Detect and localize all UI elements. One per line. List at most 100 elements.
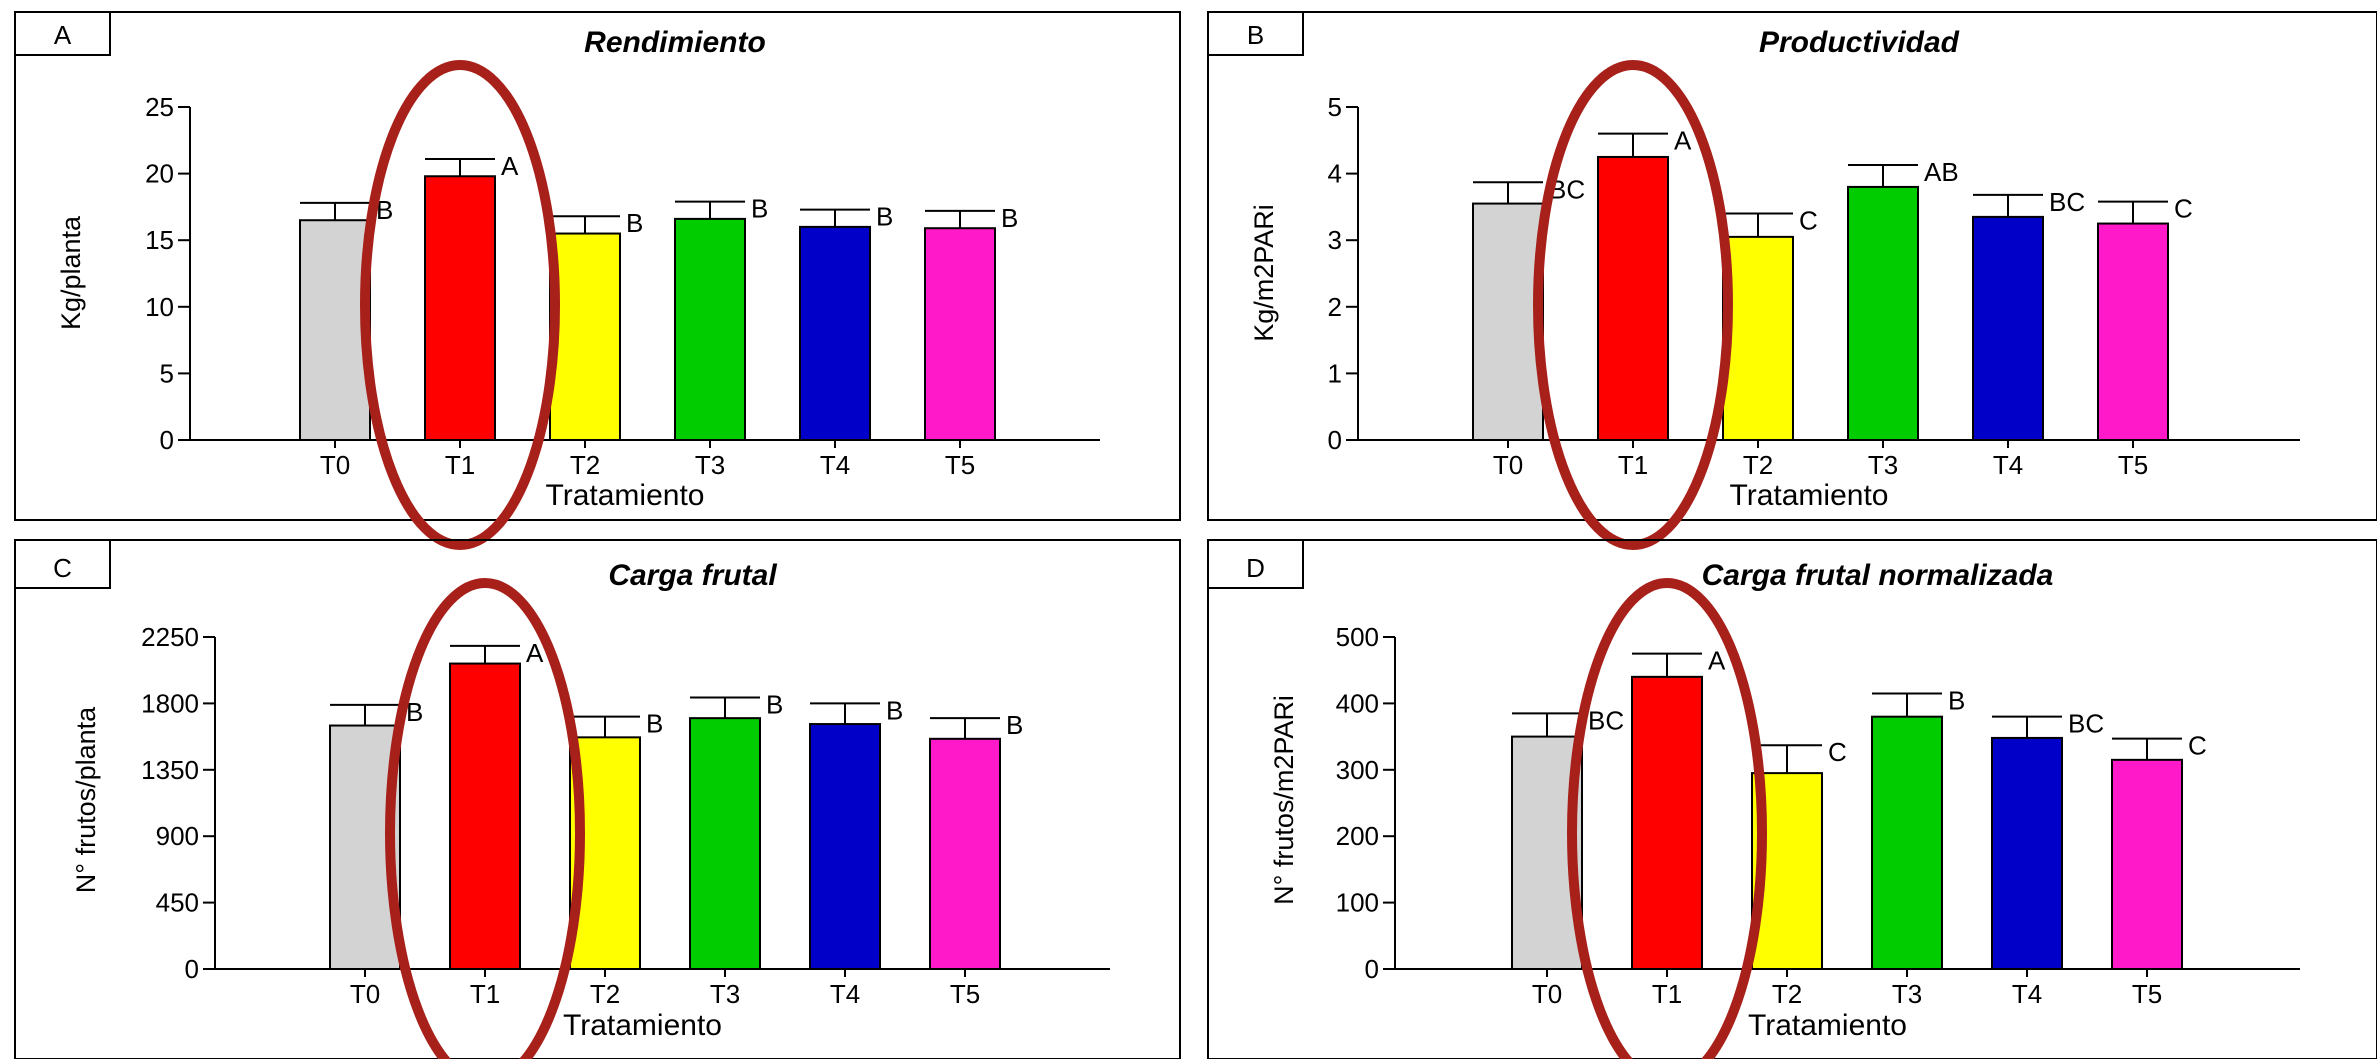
x-tick-label: T2 bbox=[1772, 979, 1802, 1009]
y-tick-label: 400 bbox=[1336, 688, 1379, 718]
x-tick-label: T0 bbox=[320, 450, 350, 480]
highlight-oval bbox=[385, 578, 585, 1059]
significance-letter: C bbox=[1799, 206, 1818, 236]
panel-label-box bbox=[14, 539, 111, 589]
significance-letter: C bbox=[2188, 731, 2207, 761]
bar-t2 bbox=[1722, 235, 1794, 441]
x-tick-label: T3 bbox=[1868, 450, 1898, 480]
significance-letter: B bbox=[766, 689, 783, 719]
y-axis-label: N° frutos/planta bbox=[71, 706, 101, 893]
x-tick-label: T5 bbox=[2118, 450, 2148, 480]
bar-t4 bbox=[1972, 215, 2044, 441]
y-tick-label: 1 bbox=[1328, 358, 1342, 388]
significance-letter: BC bbox=[2068, 709, 2104, 739]
chart-title: Carga frutal bbox=[608, 559, 777, 592]
x-axis-label: Tratamiento bbox=[546, 479, 705, 512]
y-tick-label: 2250 bbox=[141, 622, 199, 652]
bar-t3 bbox=[674, 217, 746, 441]
x-tick-label: T0 bbox=[350, 979, 380, 1009]
significance-letter: BC bbox=[2049, 187, 2085, 217]
chart-panel-b: B Productividad012345BCT0AT1CT2ABT3BCT4CT… bbox=[1207, 11, 2377, 550]
significance-letter: B bbox=[1948, 685, 1965, 715]
x-tick-label: T0 bbox=[1532, 979, 1562, 1009]
significance-letter: A bbox=[501, 151, 519, 181]
y-tick-label: 4 bbox=[1328, 159, 1342, 189]
y-axis-label: N° frutos/m2PARi bbox=[1269, 695, 1299, 905]
chart-panel-d: D Carga frutal normalizada 0 100 200 300 400 50… bbox=[1207, 539, 2377, 1059]
panel-label: B bbox=[1247, 20, 1264, 50]
highlight-oval bbox=[360, 60, 560, 550]
chart-panel-c: C Carga frutal 0 450 900 1350 1800 2250 B T0 A T1 B T… bbox=[14, 539, 1181, 1059]
y-tick-label: 300 bbox=[1336, 755, 1379, 785]
highlight-oval bbox=[1533, 60, 1733, 550]
bar-t4 bbox=[799, 225, 871, 441]
y-tick-label: 0 bbox=[160, 425, 174, 455]
x-axis-label: Tratamiento bbox=[563, 1009, 722, 1042]
bar-t0 bbox=[299, 219, 371, 441]
chart-panel-a: A Rendimiento 0 5 10 15 20 25 B T0 A T1 B T2 B T3 B T4 B T5… bbox=[14, 11, 1181, 550]
y-axis-label: Kg/m2PARi bbox=[1249, 204, 1279, 342]
significance-letter: B bbox=[406, 697, 423, 727]
y-tick-label: 450 bbox=[156, 888, 199, 918]
chart-title: Carga frutal normalizada bbox=[1702, 559, 2054, 592]
y-tick-label: 5 bbox=[160, 358, 174, 388]
x-tick-label: T1 bbox=[445, 450, 475, 480]
y-tick-label: 200 bbox=[1336, 821, 1379, 851]
y-tick-label: 15 bbox=[145, 225, 174, 255]
significance-letter: B bbox=[1006, 710, 1023, 740]
x-tick-label: T4 bbox=[2012, 979, 2042, 1009]
bar-t3 bbox=[1847, 185, 1919, 441]
significance-letter: B bbox=[751, 194, 768, 224]
chart-title: Rendimiento bbox=[584, 26, 766, 59]
bar-t3 bbox=[1871, 715, 1943, 970]
x-tick-label: T4 bbox=[1993, 450, 2023, 480]
significance-letter: B bbox=[886, 695, 903, 725]
panel-label: A bbox=[54, 20, 72, 50]
bar-t5 bbox=[2097, 222, 2169, 441]
significance-letter: B bbox=[626, 208, 643, 238]
y-tick-label: 5 bbox=[1328, 92, 1342, 122]
y-tick-label: 1350 bbox=[141, 755, 199, 785]
panel-frame bbox=[1207, 539, 2377, 1059]
x-tick-label: T5 bbox=[2132, 979, 2162, 1009]
significance-letter: C bbox=[1828, 737, 1847, 767]
bar-t1 bbox=[424, 175, 496, 441]
y-tick-label: 20 bbox=[145, 159, 174, 189]
bar-t4 bbox=[1991, 736, 2063, 970]
bar-t1 bbox=[449, 662, 521, 970]
significance-letter: C bbox=[2174, 194, 2193, 224]
bar-t0 bbox=[1472, 202, 1544, 441]
x-tick-label: T0 bbox=[1493, 450, 1523, 480]
significance-letter: B bbox=[646, 709, 663, 739]
bar-t1 bbox=[1631, 675, 1703, 971]
significance-letter: A bbox=[1674, 126, 1692, 156]
bar-t5 bbox=[2111, 758, 2183, 971]
significance-letter: B bbox=[376, 195, 393, 225]
x-tick-label: T1 bbox=[470, 979, 500, 1009]
y-tick-label: 0 bbox=[185, 954, 199, 984]
panel-label-box bbox=[14, 11, 111, 56]
y-tick-label: 100 bbox=[1336, 888, 1379, 918]
x-tick-label: T3 bbox=[1892, 979, 1922, 1009]
y-tick-label: 0 bbox=[1365, 954, 1379, 984]
panel-label: D bbox=[1246, 553, 1265, 583]
bar-t4 bbox=[809, 723, 881, 971]
panel-label: C bbox=[53, 553, 72, 583]
panel-frame bbox=[1207, 11, 2377, 521]
panel-label-box bbox=[1207, 11, 1304, 56]
significance-letter: A bbox=[1708, 646, 1726, 676]
x-tick-label: T3 bbox=[695, 450, 725, 480]
x-tick-label: T2 bbox=[1743, 450, 1773, 480]
bar-t5 bbox=[924, 227, 996, 441]
y-tick-label: 2 bbox=[1328, 292, 1342, 322]
bar-t3 bbox=[689, 717, 761, 971]
y-tick-label: 10 bbox=[145, 292, 174, 322]
panel-frame bbox=[14, 11, 1181, 521]
significance-letter: BC bbox=[1588, 705, 1624, 735]
y-tick-label: 900 bbox=[156, 821, 199, 851]
x-tick-label: T5 bbox=[945, 450, 975, 480]
bar-t1 bbox=[1597, 155, 1669, 441]
bar-t2 bbox=[549, 232, 621, 441]
x-axis-label: Tratamiento bbox=[1730, 479, 1889, 512]
